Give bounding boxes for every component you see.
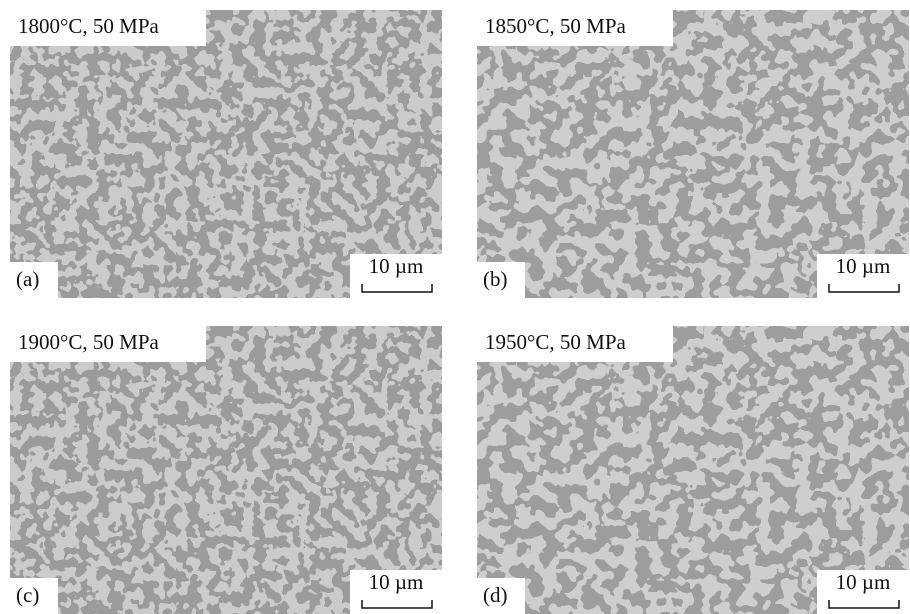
title-box [477,326,673,362]
scale-box [817,254,909,298]
scale-box [350,254,442,298]
scale-box [817,570,909,614]
title-box [477,10,673,46]
micrograph-image [477,10,909,298]
panel-label: (c) [16,583,39,607]
micrograph-image [10,326,442,614]
micrograph-panel: 1850°C, 50 MPa (b) 10 µm [477,10,909,298]
micrograph-image [10,10,442,298]
label-box [10,262,58,298]
scale-label: 10 µm [836,570,891,594]
scale-label: 10 µm [836,254,891,278]
label-box [477,578,525,614]
scale-bar [361,600,433,609]
micrograph-panel: 1800°C, 50 MPa (a) 10 µm [10,10,442,298]
panel-title: 1900°C, 50 MPa [18,330,160,354]
label-box [477,262,525,298]
scale-label: 10 µm [369,254,424,278]
scale-label: 10 µm [369,570,424,594]
title-box [10,326,206,362]
panel-title: 1800°C, 50 MPa [18,14,160,38]
micrograph-image [477,326,909,614]
panel-title: 1950°C, 50 MPa [485,330,627,354]
scale-bar [828,600,900,609]
panel-label: (b) [483,267,508,291]
scale-bar [828,284,900,293]
panel-label: (d) [483,583,508,607]
micrograph-panel: 1900°C, 50 MPa (c) 10 µm [10,326,442,614]
panel-title: 1850°C, 50 MPa [485,14,627,38]
micrograph-panel: 1950°C, 50 MPa (d) 10 µm [477,326,909,614]
label-box [10,578,58,614]
title-box [10,10,206,46]
scale-box [350,570,442,614]
scale-bar [361,284,433,293]
panel-label: (a) [16,267,39,291]
